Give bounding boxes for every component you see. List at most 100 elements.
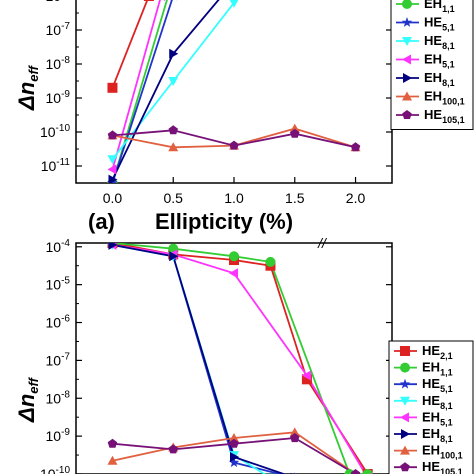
- data-point: [229, 268, 238, 279]
- series-group: [107, 243, 373, 474]
- data-point: [289, 427, 300, 437]
- data-point: [362, 469, 373, 474]
- data-point: [265, 256, 276, 267]
- data-point: [403, 73, 412, 83]
- data-point: [217, 0, 220, 1]
- data-point: [229, 140, 239, 150]
- data-point: [229, 438, 239, 448]
- data-point: [399, 378, 411, 389]
- y-axis-label: Δneff: [14, 376, 41, 423]
- data-point: [400, 462, 410, 472]
- data-point: [168, 444, 178, 454]
- legend-label: HE105,1: [424, 107, 465, 125]
- panel-a-chart: 10-6 10-7 10-8 10-9 10-10 10-11 0.0 0.5 1.0 1.5 2.…: [14, 0, 474, 234]
- legend: HE2,1EH1,1HE5,1HE8,1EH5,1EH8,1EH100,1HE1…: [388, 340, 474, 474]
- data-point: [400, 346, 410, 356]
- data-point: [400, 412, 409, 423]
- data-point: [169, 48, 179, 59]
- y-tick-label: 10-8: [46, 389, 71, 406]
- y-tick-label: 10-8: [46, 55, 71, 72]
- y-tick-label: 10-9: [46, 427, 71, 444]
- data-point: [289, 123, 300, 133]
- legend-label: HE8,1: [424, 33, 455, 51]
- legend-label: EH5,1: [422, 409, 453, 427]
- panel-b-chart: 10-4 10-5 10-6 10-7 10-8 10-9 10-10 // Δneff HE2,…: [14, 235, 474, 474]
- y-tick-label: 10-5: [46, 276, 71, 293]
- data-point: [228, 457, 240, 468]
- legend-label: HE8,1: [422, 393, 453, 411]
- x-tick-label: 1.5: [285, 190, 305, 206]
- data-point: [168, 142, 179, 152]
- series-line-he-5-1: [111, 0, 173, 183]
- data-point: [168, 125, 178, 135]
- legend-label: EH100,1: [422, 443, 463, 461]
- data-point: [169, 251, 179, 262]
- y-tick-label: 10-6: [46, 314, 71, 331]
- axis-break-mark: //: [317, 235, 328, 251]
- series-line-he-2-1: [111, 0, 149, 89]
- data-point: [229, 0, 239, 8]
- legend-label: HE5,1: [424, 15, 455, 33]
- data-point: [107, 130, 118, 140]
- legend-label: EH8,1: [424, 70, 455, 88]
- x-tick-label: 0.5: [163, 190, 183, 206]
- series-line-eh-8-1: [112, 244, 287, 474]
- legend-label: EH1,1: [422, 360, 453, 378]
- data-point: [107, 164, 117, 175]
- legend-label: HE5,1: [422, 376, 453, 394]
- y-tick-label: 10-10: [40, 123, 70, 140]
- y-tick-label: 10-10: [40, 465, 70, 474]
- panel-label: (a): [88, 209, 115, 234]
- data-point: [402, 91, 412, 101]
- data-point: [163, 0, 166, 1]
- y-tick-label: 10-11: [41, 157, 71, 174]
- y-tick-label: 10-4: [46, 238, 71, 255]
- data-point: [301, 370, 311, 381]
- series-line-he-2-1: [112, 243, 369, 474]
- data-point: [290, 128, 300, 138]
- data-point: [229, 433, 239, 443]
- legend-label: HE2,1: [422, 343, 453, 361]
- data-point: [350, 142, 361, 152]
- series-line-eh-5-1: [111, 0, 161, 170]
- data-point: [402, 37, 412, 46]
- legend-label: EH1,1: [424, 0, 455, 14]
- legend-label: EH100,1: [424, 89, 465, 107]
- data-point: [107, 155, 118, 165]
- y-axis-label-group: Δneff: [14, 376, 41, 423]
- series-line-eh-1-1: [112, 243, 368, 474]
- data-point: [401, 17, 413, 27]
- data-point: [107, 82, 118, 93]
- data-point: [400, 396, 410, 406]
- x-tick-label: 2.0: [346, 190, 366, 206]
- legend-label: HE105,1: [422, 459, 463, 474]
- legend-label: EH8,1: [422, 426, 453, 444]
- series-line-he-8-1: [112, 244, 267, 474]
- series-group: [107, 0, 361, 183]
- series-line-eh-5-1: [112, 244, 367, 474]
- data-point: [400, 362, 410, 373]
- data-point: [107, 455, 118, 465]
- x-axis-label: Ellipticity (%): [155, 209, 293, 234]
- data-point: [400, 445, 410, 455]
- data-point: [168, 77, 179, 86]
- data-point: [107, 438, 118, 448]
- data-point: [401, 429, 410, 439]
- data-point: [350, 469, 361, 474]
- data-point: [402, 0, 412, 9]
- data-point: [230, 451, 239, 462]
- y-axis-label-group: Δneff: [14, 64, 41, 111]
- data-point: [143, 0, 154, 1]
- data-point: [108, 174, 118, 183]
- y-tick-label: 10-6: [46, 0, 71, 4]
- data-point: [108, 243, 118, 250]
- y-axis-label: Δneff: [14, 64, 41, 111]
- data-point: [402, 110, 412, 119]
- data-point: [229, 251, 239, 262]
- y-tick-label: 10-9: [46, 89, 71, 106]
- data-point: [402, 54, 411, 65]
- y-tick-label: 10-7: [46, 351, 71, 368]
- x-tick-label: 1.0: [224, 190, 244, 206]
